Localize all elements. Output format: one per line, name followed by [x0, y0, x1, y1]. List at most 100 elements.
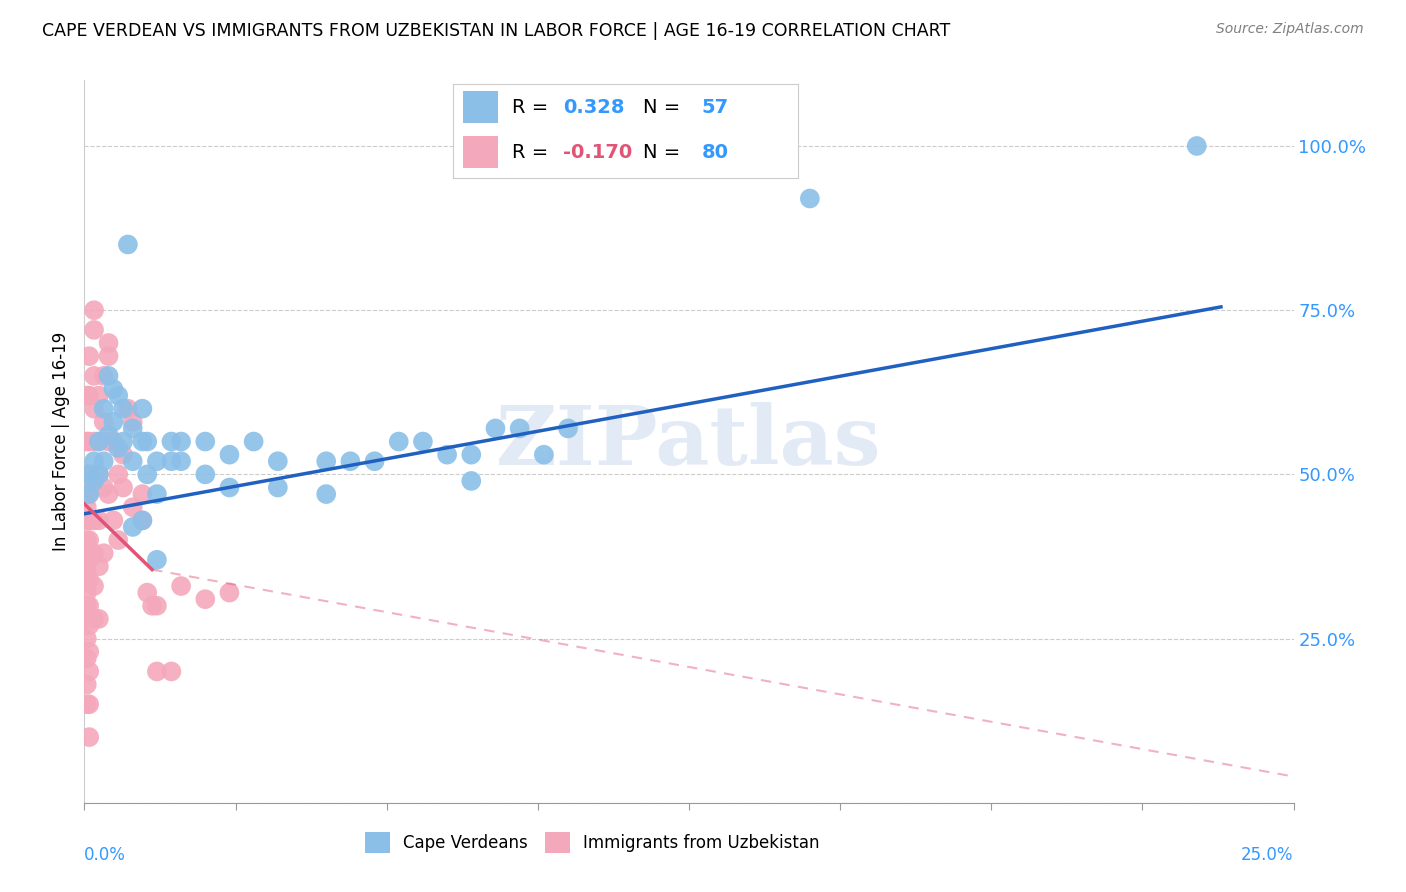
Point — [87, 434, 110, 449]
Point — [77, 487, 100, 501]
Point — [83, 323, 105, 337]
Text: 25.0%: 25.0% — [1241, 847, 1294, 864]
Point — [93, 454, 115, 468]
Point — [93, 415, 115, 429]
Point — [146, 487, 169, 501]
Point — [77, 665, 100, 679]
Point — [87, 612, 110, 626]
Point — [136, 434, 159, 449]
Point — [97, 434, 120, 449]
Point — [76, 546, 98, 560]
Point — [77, 645, 100, 659]
Point — [121, 520, 143, 534]
Point — [77, 599, 100, 613]
Point — [103, 415, 125, 429]
Point — [93, 368, 115, 383]
Point — [170, 454, 193, 468]
Point — [112, 434, 135, 449]
Point — [76, 599, 98, 613]
Point — [76, 487, 98, 501]
Point — [93, 401, 115, 416]
Point — [107, 467, 129, 482]
Point — [77, 434, 100, 449]
Point — [83, 546, 105, 560]
Point — [87, 388, 110, 402]
Point — [83, 612, 105, 626]
Point — [77, 513, 100, 527]
Point — [267, 454, 290, 468]
Point — [77, 533, 100, 547]
Point — [460, 448, 482, 462]
Point — [141, 599, 163, 613]
Point — [1185, 139, 1208, 153]
Point — [77, 618, 100, 632]
Point — [412, 434, 434, 449]
Point — [77, 467, 100, 482]
Point — [242, 434, 264, 449]
Point — [76, 467, 98, 482]
Legend: Cape Verdeans, Immigrants from Uzbekistan: Cape Verdeans, Immigrants from Uzbekista… — [359, 826, 827, 860]
Point — [107, 441, 129, 455]
Text: 0.0%: 0.0% — [84, 847, 127, 864]
Point — [112, 481, 135, 495]
Point — [107, 388, 129, 402]
Point — [146, 553, 169, 567]
Point — [87, 467, 110, 482]
Point — [83, 481, 105, 495]
Point — [83, 454, 105, 468]
Point — [509, 421, 531, 435]
Point — [267, 481, 290, 495]
Point — [76, 612, 98, 626]
Point — [131, 401, 153, 416]
Point — [77, 698, 100, 712]
Point — [160, 454, 183, 468]
Point — [107, 533, 129, 547]
Point — [76, 500, 98, 515]
Point — [87, 467, 110, 482]
Point — [76, 677, 98, 691]
Point — [97, 349, 120, 363]
Point — [146, 454, 169, 468]
Point — [77, 349, 100, 363]
Point — [484, 421, 506, 435]
Point — [83, 368, 105, 383]
Point — [218, 481, 240, 495]
Point — [315, 454, 337, 468]
Point — [87, 513, 110, 527]
Point — [76, 533, 98, 547]
Point — [160, 665, 183, 679]
Point — [103, 382, 125, 396]
Point — [131, 434, 153, 449]
Point — [136, 585, 159, 599]
Point — [112, 401, 135, 416]
Point — [146, 599, 169, 613]
Point — [77, 573, 100, 587]
Point — [315, 487, 337, 501]
Point — [339, 454, 361, 468]
Point — [117, 237, 139, 252]
Point — [76, 566, 98, 580]
Text: ZIPatlas: ZIPatlas — [496, 401, 882, 482]
Point — [363, 454, 385, 468]
Point — [131, 487, 153, 501]
Point — [121, 500, 143, 515]
Point — [194, 592, 217, 607]
Point — [77, 730, 100, 744]
Point — [93, 546, 115, 560]
Point — [131, 513, 153, 527]
Point — [388, 434, 411, 449]
Point — [76, 632, 98, 646]
Point — [76, 698, 98, 712]
Point — [77, 467, 100, 482]
Point — [97, 336, 120, 351]
Point — [97, 428, 120, 442]
Text: Source: ZipAtlas.com: Source: ZipAtlas.com — [1216, 22, 1364, 37]
Point — [218, 448, 240, 462]
Point — [136, 467, 159, 482]
Point — [83, 579, 105, 593]
Point — [77, 553, 100, 567]
Point — [436, 448, 458, 462]
Point — [799, 192, 821, 206]
Point — [87, 434, 110, 449]
Point — [76, 585, 98, 599]
